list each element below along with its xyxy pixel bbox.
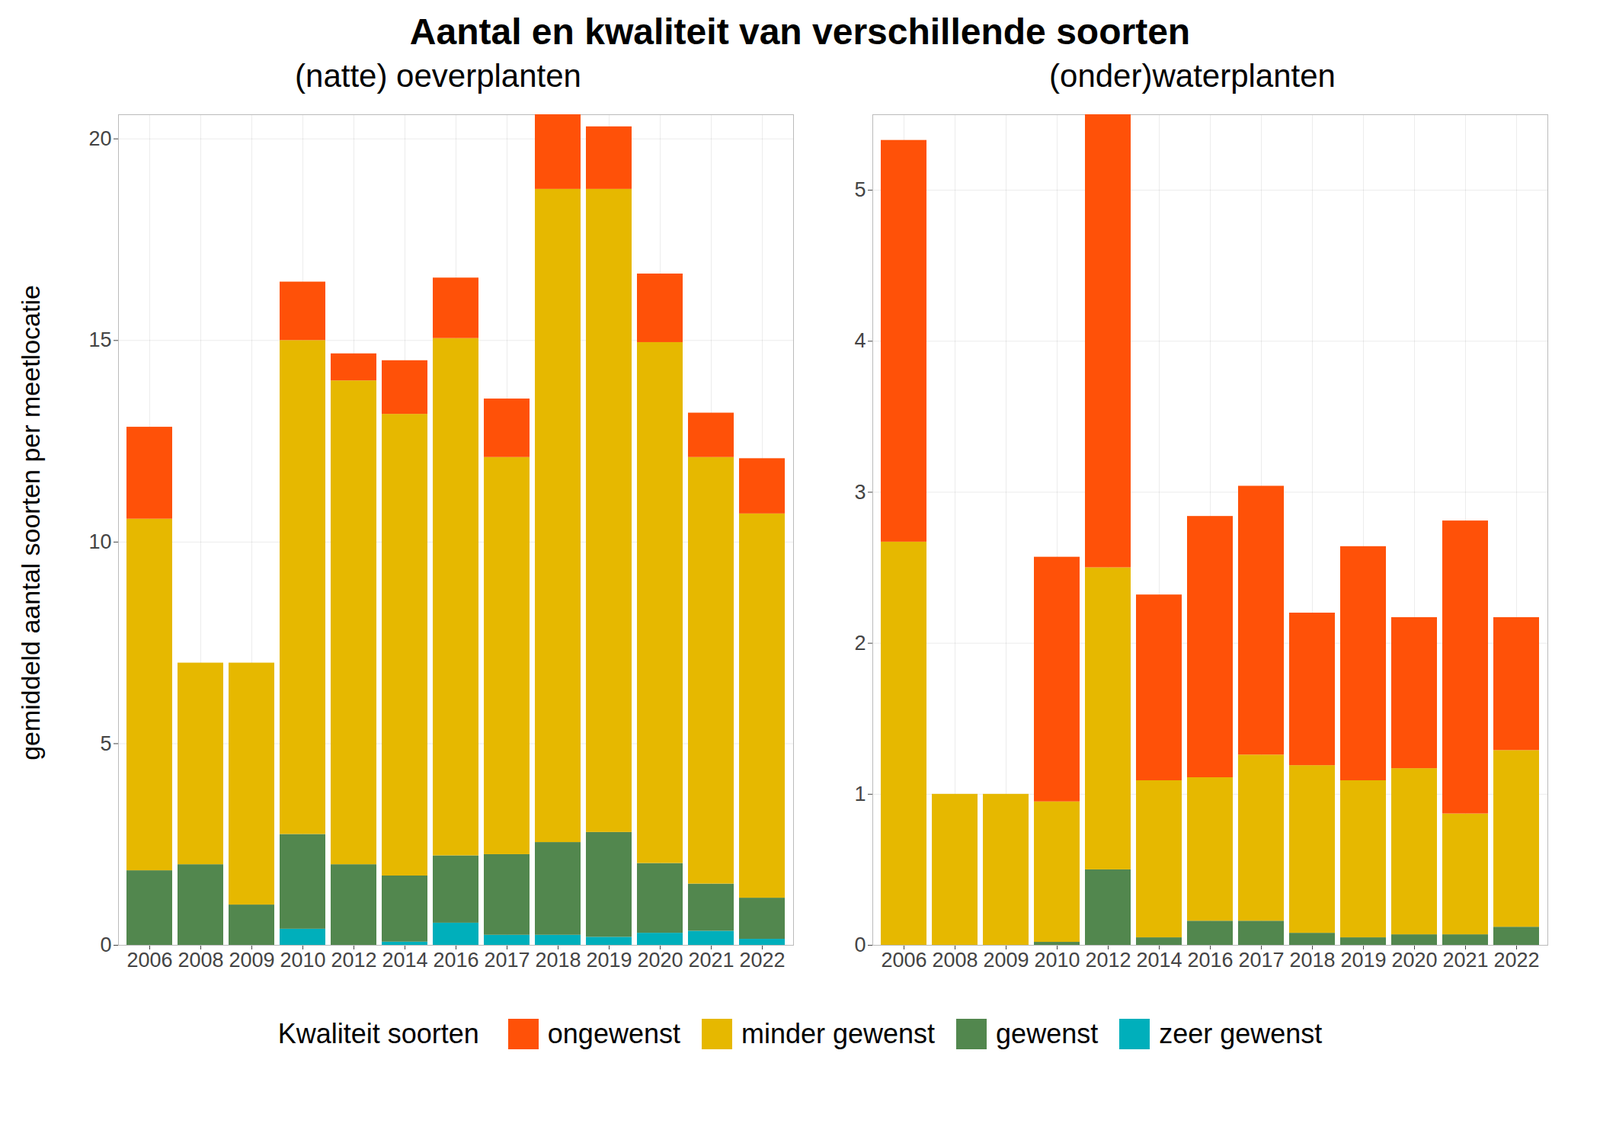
svg-text:1: 1 [854, 782, 866, 806]
svg-text:20: 20 [88, 127, 112, 151]
svg-text:2020: 2020 [1391, 948, 1437, 972]
svg-text:0: 0 [854, 933, 866, 957]
html-text:(onder)waterplanten: (onder)waterplanten [1049, 57, 1336, 94]
svg-text:2010: 2010 [1033, 948, 1080, 972]
svg-text:2019: 2019 [585, 948, 632, 972]
svg-text:4: 4 [854, 329, 866, 352]
svg-text:10: 10 [88, 530, 112, 554]
svg-text:2008: 2008 [177, 948, 224, 972]
svg-text:5: 5 [99, 732, 112, 756]
html-text:(natte) oeverplanten: (natte) oeverplanten [294, 57, 582, 94]
html-text:gewenst: gewenst [995, 1017, 1099, 1050]
svg-text:2012: 2012 [330, 948, 377, 972]
svg-text:2017: 2017 [483, 948, 530, 972]
svg-text:2: 2 [854, 631, 866, 655]
html-text:gemiddeld aantal soorten per m: gemiddeld aantal soorten per meetlocatie [15, 285, 45, 761]
svg-text:2021: 2021 [1442, 948, 1488, 972]
svg-text:2014: 2014 [1136, 948, 1182, 972]
svg-text:2016: 2016 [432, 948, 479, 972]
svg-text:0: 0 [99, 933, 112, 957]
svg-text:2010: 2010 [279, 948, 326, 972]
svg-text:2009: 2009 [228, 948, 275, 972]
svg-text:2014: 2014 [381, 948, 428, 972]
svg-text:2021: 2021 [688, 948, 734, 972]
html-text:Aantal en kwaliteit van versch: Aantal en kwaliteit van verschillende so… [409, 11, 1191, 52]
svg-text:2022: 2022 [739, 948, 785, 972]
svg-text:2022: 2022 [1493, 948, 1540, 972]
svg-text:3: 3 [854, 480, 866, 504]
svg-text:2009: 2009 [982, 948, 1029, 972]
svg-text:2017: 2017 [1238, 948, 1284, 972]
svg-text:2012: 2012 [1084, 948, 1131, 972]
svg-text:2016: 2016 [1187, 948, 1233, 972]
svg-text:2019: 2019 [1340, 948, 1386, 972]
html-text:ongewenst: ongewenst [547, 1017, 681, 1050]
html-text:Kwaliteit soorten: Kwaliteit soorten [277, 1017, 480, 1050]
html-text:zeer gewenst: zeer gewenst [1159, 1017, 1323, 1050]
svg-text:15: 15 [88, 328, 112, 352]
html-text:minder gewenst: minder gewenst [741, 1017, 935, 1050]
svg-text:2018: 2018 [1289, 948, 1335, 972]
svg-text:2008: 2008 [931, 948, 978, 972]
svg-text:2018: 2018 [534, 948, 581, 972]
svg-text:5: 5 [854, 178, 866, 202]
svg-text:2006: 2006 [880, 948, 927, 972]
svg-text:2006: 2006 [126, 948, 173, 972]
svg-text:2020: 2020 [636, 948, 683, 972]
